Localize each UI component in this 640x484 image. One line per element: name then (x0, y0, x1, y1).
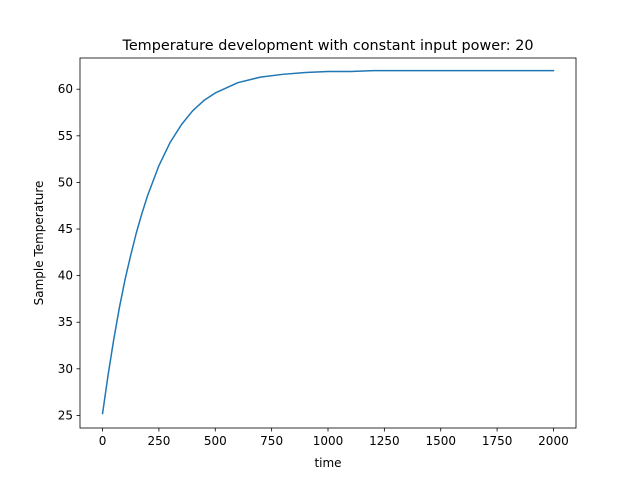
y-tick-label: 50 (58, 175, 73, 189)
x-tick-label: 1000 (313, 434, 344, 448)
y-axis-label: Sample Temperature (32, 181, 46, 306)
y-tick-label: 55 (58, 129, 73, 143)
y-tick-label: 40 (58, 269, 73, 283)
x-axis-label: time (314, 456, 341, 470)
plot-area (79, 57, 577, 429)
plot-background (80, 58, 576, 428)
y-tick-label: 30 (58, 362, 73, 376)
x-tick-label: 0 (99, 434, 107, 448)
y-tick-label: 25 (58, 408, 73, 422)
x-tick-label: 750 (260, 434, 283, 448)
x-tick-label: 250 (147, 434, 170, 448)
y-axis-ticks: 25 30 35 40 45 50 55 60 (58, 82, 80, 422)
chart-title: Temperature development with constant in… (121, 38, 533, 54)
y-tick-label: 35 (58, 315, 73, 329)
x-tick-label: 1250 (369, 434, 400, 448)
series-layer (101, 69, 555, 415)
y-tick-label: 45 (58, 222, 73, 236)
x-axis-ticks: 0 250 500 750 1000 1250 1500 1750 2000 (99, 428, 569, 448)
x-tick-label: 1750 (482, 434, 513, 448)
x-tick-label: 2000 (538, 434, 569, 448)
series-line (101, 69, 555, 415)
x-tick-label: 500 (204, 434, 227, 448)
y-tick-label: 60 (58, 82, 73, 96)
x-tick-label: 1500 (425, 434, 456, 448)
